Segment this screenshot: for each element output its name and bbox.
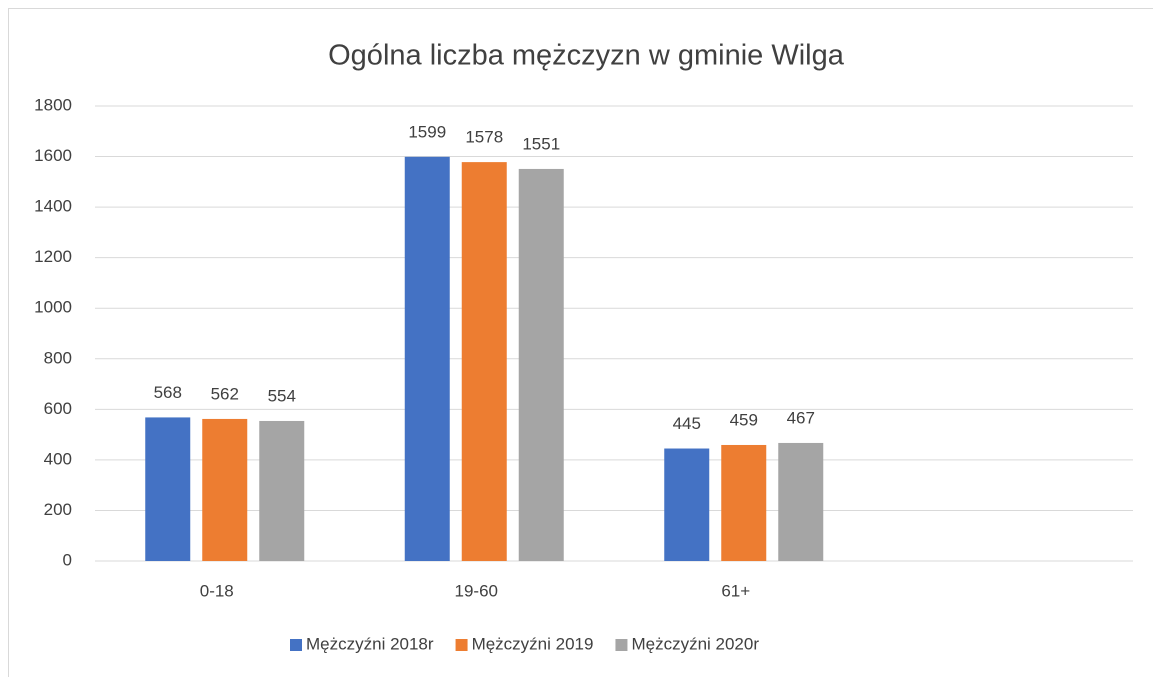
legend-swatch — [290, 639, 302, 651]
y-tick-label: 1200 — [34, 247, 72, 266]
y-tick-label: 0 — [63, 550, 72, 569]
y-tick-label: 800 — [44, 348, 72, 367]
bar — [461, 162, 507, 561]
chart-title: Ogólna liczba mężczyzn w gminie Wilga — [328, 40, 845, 72]
bar — [778, 442, 824, 561]
data-label: 568 — [154, 383, 182, 402]
y-tick-label: 600 — [44, 399, 72, 418]
legend-swatch — [455, 639, 468, 651]
legend-swatch — [615, 639, 628, 651]
chart-frame — [8, 8, 1153, 677]
bar — [202, 418, 248, 561]
data-label: 562 — [211, 384, 239, 403]
x-tick-label: 19-60 — [455, 581, 498, 600]
y-tick-label: 1600 — [34, 146, 72, 165]
data-label: 554 — [268, 386, 296, 405]
data-label: 1578 — [465, 128, 503, 147]
bar — [664, 448, 710, 561]
data-label: 1599 — [408, 122, 446, 141]
y-tick-label: 400 — [44, 449, 72, 468]
legend-label: Mężczyźni 2020r — [631, 634, 759, 653]
x-tick-label: 61+ — [721, 581, 750, 600]
bar — [721, 444, 767, 561]
data-label: 467 — [787, 408, 815, 427]
bar — [145, 417, 191, 561]
y-tick-label: 200 — [44, 500, 72, 519]
data-label: 445 — [673, 414, 701, 433]
bar — [518, 168, 564, 562]
data-label: 459 — [730, 410, 758, 429]
y-tick-label: 1000 — [34, 298, 72, 317]
data-label: 1551 — [522, 134, 560, 153]
legend-label: Mężczyźni 2018r — [306, 634, 434, 653]
bar — [404, 156, 450, 561]
legend-label: Mężczyźni 2019 — [472, 634, 594, 653]
bar — [259, 420, 305, 561]
y-tick-label: 1800 — [34, 95, 72, 114]
y-tick-label: 1400 — [34, 197, 72, 216]
x-tick-label: 0-18 — [200, 581, 234, 600]
